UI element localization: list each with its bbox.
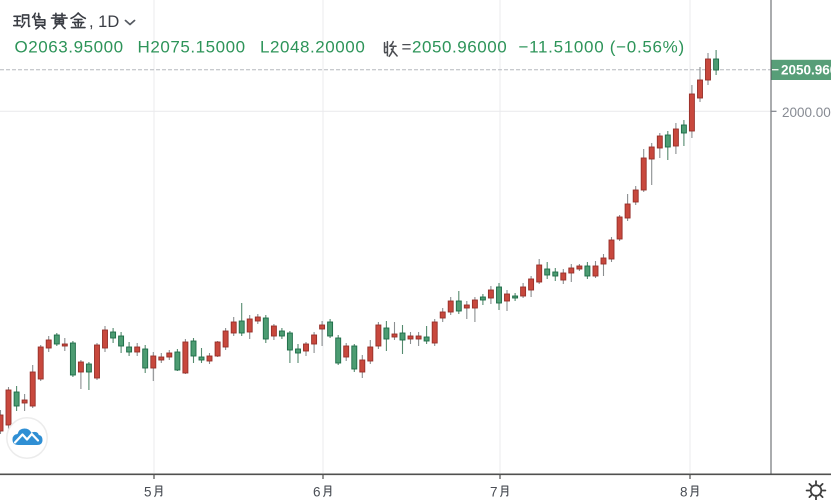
- svg-text:2050.96000: 2050.96000: [412, 37, 507, 56]
- svg-text:7: 7: [490, 485, 498, 500]
- svg-text:5: 5: [144, 485, 152, 500]
- svg-text:O2063.95000: O2063.95000: [15, 37, 124, 56]
- svg-text:8: 8: [680, 485, 688, 500]
- svg-text:=: =: [402, 37, 412, 56]
- svg-text:2000.00: 2000.00: [782, 105, 831, 120]
- svg-text:L2048.20000: L2048.20000: [260, 37, 365, 56]
- svg-text:H2075.15000: H2075.15000: [138, 37, 246, 56]
- svg-text:6: 6: [313, 485, 321, 500]
- svg-text:2050.960: 2050.960: [781, 63, 831, 78]
- svg-text:−11.51000 (−0.56%): −11.51000 (−0.56%): [519, 37, 685, 56]
- svg-text:, 1D: , 1D: [89, 13, 119, 31]
